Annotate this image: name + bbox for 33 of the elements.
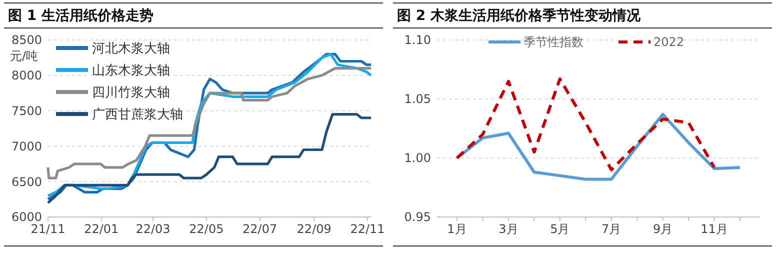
y-axis-title: 元/吨 [10, 49, 38, 64]
x-tick-label: 9月 [653, 222, 673, 236]
y-tick-label: 8500 [11, 33, 42, 48]
y-tick-label: 7000 [11, 139, 42, 154]
x-tick-label: 3月 [498, 222, 518, 236]
y-tick-label: 1.00 [404, 151, 431, 166]
x-tick-label: 7月 [602, 222, 622, 236]
x-tick-label: 22/03 [136, 222, 170, 236]
chart-title: 图 1 生活用纸价格走势 [8, 8, 154, 24]
legend-label: 季节性指数 [524, 35, 584, 50]
x-tick-label: 5月 [550, 222, 570, 236]
x-tick-label: 22/05 [189, 222, 224, 236]
x-tick-label: 22/07 [242, 222, 278, 236]
y-tick-label: 6500 [11, 174, 42, 189]
legend-label: 四川竹浆大轴 [92, 86, 170, 101]
legend-label: 2022 [654, 35, 684, 50]
y-tick-label: 7500 [11, 104, 42, 118]
y-tick-label: 0.95 [404, 210, 431, 224]
y-tick-label: 6000 [11, 210, 42, 224]
x-tick-label: 22/11 [350, 222, 385, 236]
legend-label: 河北木浆大轴 [92, 42, 170, 57]
legend-label: 广西甘蔗浆大轴 [92, 108, 183, 123]
y-tick-label: 8000 [11, 68, 42, 83]
x-tick-label: 22/01 [84, 222, 119, 236]
chart-title: 图 2 木浆生活用纸价格季节性变动情况 [397, 7, 642, 24]
x-tick-label: 21/11 [30, 222, 66, 236]
x-tick-label: 22/09 [296, 222, 332, 236]
legend-label: 山东木浆大轴 [92, 64, 170, 79]
x-tick-label: 11月 [700, 222, 728, 236]
y-tick-label: 1.05 [404, 92, 431, 106]
x-tick-label: 1月 [447, 222, 467, 236]
line-series [456, 77, 716, 172]
y-tick-label: 1.10 [404, 33, 431, 48]
